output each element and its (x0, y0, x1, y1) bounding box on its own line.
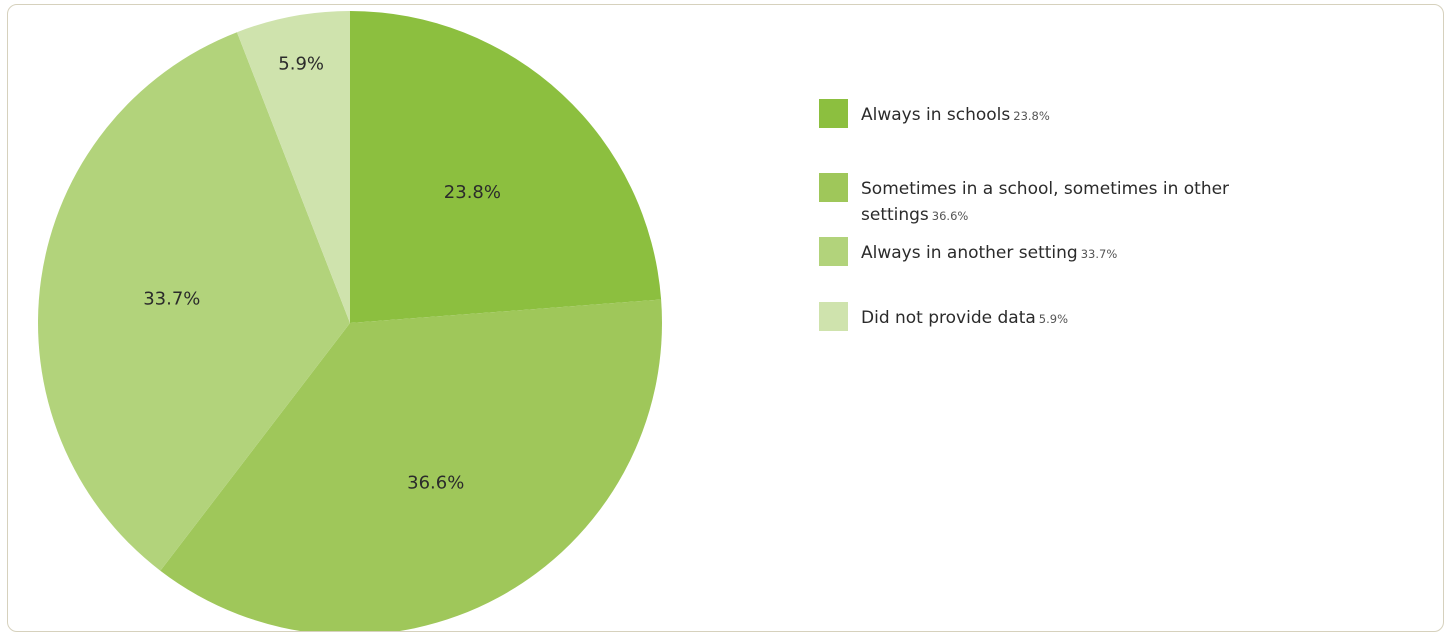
legend-label: Did not provide data (861, 308, 1036, 328)
legend-value: 33.7% (1080, 247, 1118, 261)
legend-label: Always in schools (861, 105, 1011, 125)
chart-frame: 23.8% 36.6% 33.7% 5.9% Always in schools 23.… (7, 4, 1444, 632)
pie-slice-always-in-another-setting (38, 32, 351, 571)
legend-swatch (819, 173, 848, 202)
slice-label-did-not-provide-data: 5.9% (278, 54, 324, 75)
legend-value: 23.8% (1013, 109, 1050, 123)
pie-slice-always-in-schools (350, 11, 662, 323)
slice-label-sometimes-in-school: 36.6% (407, 472, 464, 493)
legend-swatch (819, 99, 848, 128)
legend-label: Sometimes in a school, sometimes in othe… (861, 179, 1230, 225)
legend-value: 36.6% (931, 209, 969, 223)
legend-swatch (819, 237, 848, 266)
slice-label-always-in-another-setting: 33.7% (143, 289, 200, 310)
slice-label-always-in-schools: 23.8% (444, 182, 501, 203)
pie-chart: 23.8% 36.6% 33.7% 5.9% (38, 11, 662, 631)
legend-swatch (819, 302, 848, 331)
legend-label: Always in another setting (861, 243, 1078, 263)
pie-slice-did-not-provide-data (236, 11, 350, 323)
legend-value: 5.9% (1038, 312, 1069, 326)
pie-slice-sometimes-in-school (160, 299, 662, 631)
